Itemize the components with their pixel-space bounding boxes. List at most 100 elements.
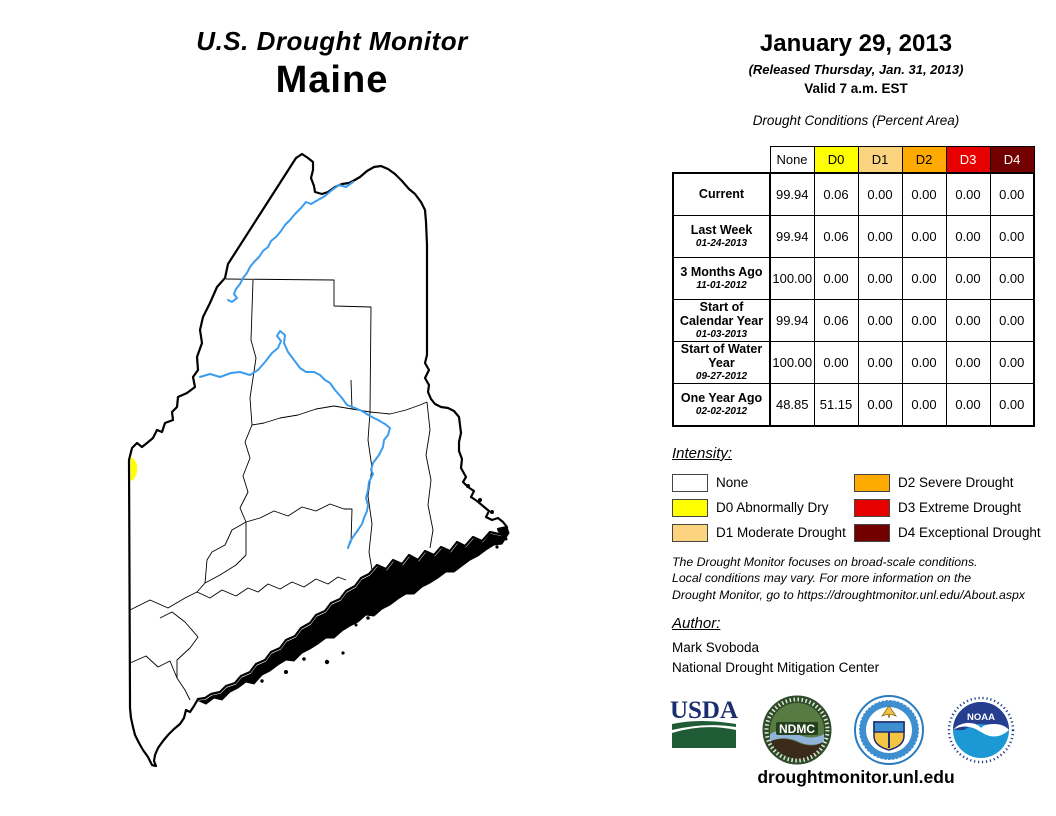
cell: 0.00 [857,257,903,300]
d1-swatch [672,523,708,542]
cell: 0.06 [813,172,859,216]
cell: 0.00 [901,215,947,258]
legend-item-d4: D4 Exceptional Drought [854,520,1044,545]
table-row: One Year Ago 02-02-2012 48.85 51.15 0.00… [672,383,1035,427]
cell: 0.00 [945,299,991,342]
cell: 0.00 [857,299,903,342]
cell: 0.00 [857,341,903,384]
valid-time: Valid 7 a.m. EST [804,81,908,96]
map-date: January 29, 2013 [759,30,953,57]
d0-area-patch [130,457,138,481]
released-date: (Released Thursday, Jan. 31, 2013) [748,62,964,77]
cell: 0.00 [945,341,991,384]
cell: 0.00 [857,172,903,216]
cell: 51.15 [813,383,859,427]
author-title: Author: [672,615,721,632]
table-title: Drought Conditions (Percent Area) [752,113,960,128]
commerce-seal [854,695,924,765]
cell: 0.00 [989,215,1035,258]
row-label-one-year-ago: One Year Ago 02-02-2012 [672,383,771,427]
legend-item-d2: D2 Severe Drought [854,470,1044,495]
county-boundaries [129,278,434,701]
row-label-start-water-year: Start of Water Year 09-27-2012 [672,341,771,384]
cell: 0.00 [945,257,991,300]
ndmc-text: NDMC [779,722,815,736]
col-d0: D0 [813,146,859,174]
agency-logos: USDA NDMC NOAA [668,694,1020,766]
state-outline [127,152,509,768]
cell: 0.00 [901,172,947,216]
row-label-last-week: Last Week 01-24-2013 [672,215,771,258]
usda-text: USDA [670,697,738,724]
table-row: Last Week 01-24-2013 99.94 0.06 0.00 0.0… [672,215,1035,258]
cell: 100.00 [769,341,815,384]
d2-swatch [854,473,890,492]
cell: 0.00 [813,341,859,384]
table-row: Start of Calendar Year 01-03-2013 99.94 … [672,299,1035,342]
island-dots [260,484,508,683]
table-row: 3 Months Ago 11-01-2012 100.00 0.00 0.00… [672,257,1035,300]
col-d4: D4 [989,146,1035,174]
cell: 0.00 [945,383,991,427]
cell: 99.94 [769,172,815,216]
rivers [199,181,391,549]
cell: 0.00 [901,341,947,384]
cell: 0.00 [813,257,859,300]
d0-swatch [672,498,708,517]
cell: 0.00 [857,215,903,258]
penobscot-river [199,330,391,549]
cell: 0.00 [989,172,1035,216]
d4-swatch [854,523,890,542]
cell: 0.00 [989,299,1035,342]
usdm-title: U.S. Drought Monitor [196,26,468,56]
legend-title: Intensity: [672,445,733,462]
header-spacer [673,146,770,173]
row-label-current: Current [672,172,771,216]
maine-drought-map [85,125,665,805]
col-d3: D3 [945,146,991,174]
coastal-islands [197,526,510,705]
state-title: Maine [275,59,389,101]
cell: 0.00 [989,257,1035,300]
cell: 100.00 [769,257,815,300]
table-header-row: None D0 D1 D2 D3 D4 [673,146,1035,174]
none-swatch [672,473,708,492]
map-header: U.S. Drought Monitor Maine [62,26,602,102]
author-block: Author: Mark Svoboda National Drought Mi… [672,615,879,675]
col-d2: D2 [901,146,947,174]
legend-item-d0: D0 Abnormally Dry [672,495,854,520]
legend-item-none: None [672,470,854,495]
cell: 0.00 [945,172,991,216]
drought-conditions-table: None D0 D1 D2 D3 D4 Current 99.94 0.06 0… [672,146,1035,427]
noaa-text: NOAA [967,712,995,723]
cell: 0.06 [813,215,859,258]
row-label-3-months-ago: 3 Months Ago 11-01-2012 [672,257,771,300]
cell: 0.00 [901,299,947,342]
cell: 99.94 [769,215,815,258]
cell: 0.00 [945,215,991,258]
cell: 0.00 [989,383,1035,427]
cell: 0.06 [813,299,859,342]
table-row: Current 99.94 0.06 0.00 0.00 0.00 0.00 [672,172,1035,216]
usda-logo: USDA [670,697,738,748]
st-john-river [227,181,354,303]
author-name: Mark Svoboda [672,640,760,655]
legend-item-d1: D1 Moderate Drought [672,520,854,545]
cell: 99.94 [769,299,815,342]
maine-map-svg [127,152,510,768]
col-none: None [769,146,815,174]
cell: 0.00 [857,383,903,427]
cell: 0.00 [989,341,1035,384]
legend-item-d3: D3 Extreme Drought [854,495,1044,520]
disclaimer-text: The Drought Monitor focuses on broad-sca… [672,555,1025,602]
cell: 0.00 [901,257,947,300]
cell: 0.00 [901,383,947,427]
author-org: National Drought Mitigation Center [672,660,880,675]
cell: 48.85 [769,383,815,427]
footer-url[interactable]: droughtmonitor.unl.edu [757,767,955,787]
noaa-logo: NOAA [947,696,1015,764]
intensity-legend: Intensity: None D0 Abnormally Dry D1 Mod… [672,445,1044,545]
row-label-start-calendar-year: Start of Calendar Year 01-03-2013 [672,299,771,342]
table-row: Start of Water Year 09-27-2012 100.00 0.… [672,341,1035,384]
d3-swatch [854,498,890,517]
